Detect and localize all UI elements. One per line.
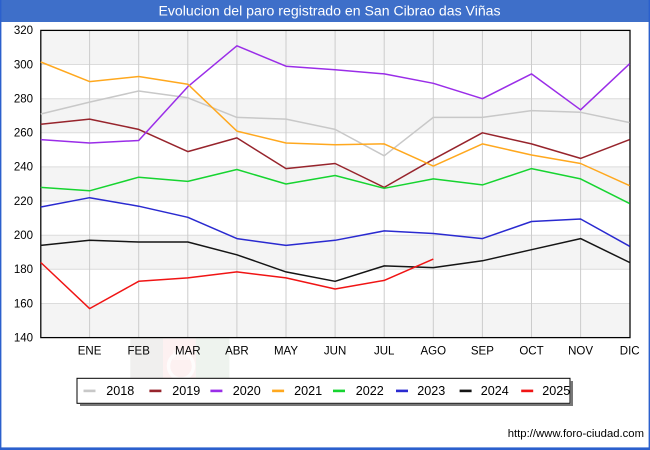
svg-text:2024: 2024 — [481, 384, 509, 398]
svg-text:2018: 2018 — [106, 384, 134, 398]
svg-text:180: 180 — [14, 264, 33, 276]
svg-text:2022: 2022 — [356, 384, 384, 398]
svg-text:JUN: JUN — [324, 346, 346, 358]
svg-text:2020: 2020 — [233, 384, 261, 398]
svg-text:DIC: DIC — [620, 346, 640, 358]
svg-text:2023: 2023 — [417, 384, 445, 398]
svg-text:300: 300 — [14, 59, 33, 71]
svg-text:NOV: NOV — [568, 346, 593, 358]
svg-text:ENE: ENE — [78, 346, 102, 358]
svg-text:2025: 2025 — [542, 384, 570, 398]
svg-text:Evolucion del paro registrado: Evolucion del paro registrado en San Cib… — [158, 3, 500, 19]
svg-text:160: 160 — [14, 298, 33, 310]
svg-text:140: 140 — [14, 332, 33, 344]
svg-text:260: 260 — [14, 128, 33, 140]
svg-text:200: 200 — [14, 230, 33, 242]
svg-text:MAR: MAR — [175, 346, 201, 358]
svg-text:240: 240 — [14, 162, 33, 174]
svg-text:SEP: SEP — [471, 346, 494, 358]
svg-text:2021: 2021 — [294, 384, 322, 398]
svg-text:280: 280 — [14, 94, 33, 106]
svg-text:AGO: AGO — [421, 346, 447, 358]
svg-text:OCT: OCT — [519, 346, 543, 358]
svg-text:http://www.foro-ciudad.com: http://www.foro-ciudad.com — [508, 428, 644, 440]
svg-text:MAY: MAY — [274, 346, 298, 358]
svg-text:JUL: JUL — [374, 346, 395, 358]
svg-text:220: 220 — [14, 196, 33, 208]
svg-text:ABR: ABR — [225, 346, 249, 358]
svg-text:2019: 2019 — [172, 384, 200, 398]
svg-text:320: 320 — [14, 25, 33, 37]
svg-text:FEB: FEB — [128, 346, 151, 358]
